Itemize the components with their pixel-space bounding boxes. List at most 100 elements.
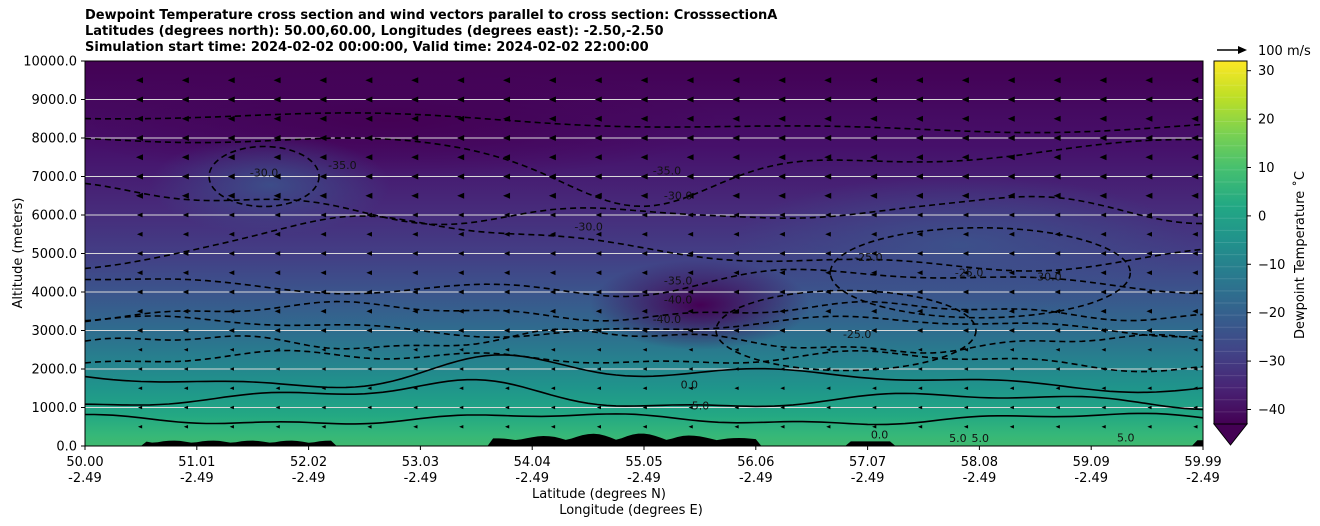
- chart-title-line-1: Dewpoint Temperature cross section and w…: [85, 8, 778, 23]
- contour-line: [208, 145, 320, 208]
- wind-arrow: [915, 192, 923, 199]
- wind-arrow: [275, 405, 280, 410]
- contour-label: -30.0: [664, 190, 692, 203]
- wind-arrow: [870, 115, 878, 122]
- wind-arrow: [412, 251, 418, 256]
- quiver-key: 100 m/s: [1217, 44, 1311, 59]
- wind-arrow: [779, 231, 785, 237]
- wind-arrow: [734, 424, 739, 429]
- wind-arrow: [365, 173, 373, 180]
- wind-arrow: [320, 270, 327, 276]
- wind-arrow: [274, 308, 281, 314]
- wind-arrow: [596, 386, 601, 391]
- chart-title-line-2: Latitudes (degrees north): 50.00,60.00, …: [85, 24, 664, 39]
- wind-arrow: [1007, 192, 1015, 199]
- x-tick-label-lat: 54.04: [514, 455, 551, 470]
- wind-arrow: [503, 96, 511, 103]
- y-tick-label: 7000.0: [32, 170, 78, 185]
- wind-arrow: [136, 270, 143, 276]
- wind-arrow: [870, 192, 878, 199]
- wind-arrow: [136, 251, 143, 256]
- wind-arrow: [274, 328, 281, 333]
- wind-arrow: [779, 270, 785, 276]
- wind-arrow: [228, 231, 235, 237]
- wind-arrow: [642, 367, 647, 371]
- wind-arrow: [1055, 367, 1060, 371]
- wind-arrow: [229, 424, 234, 429]
- wind-arrow: [137, 405, 143, 410]
- wind-arrow: [503, 173, 511, 180]
- wind-arrow: [321, 386, 326, 391]
- wind-arrow: [1192, 231, 1198, 237]
- wind-arrow: [780, 347, 785, 352]
- wind-arrow: [412, 289, 418, 295]
- colorbar-tick-label: −40: [1258, 403, 1285, 418]
- colorbar-tick-label: 30: [1258, 64, 1275, 79]
- contour-label: 5.0: [1117, 431, 1135, 444]
- x-tick-label-lat: 52.02: [290, 455, 327, 470]
- wind-arrow: [778, 77, 786, 84]
- wind-arrow: [688, 405, 693, 410]
- wind-arrow: [596, 405, 601, 410]
- terrain-orography: [85, 433, 1203, 446]
- wind-arrow: [1099, 96, 1107, 103]
- wind-arrow: [504, 328, 510, 333]
- wind-arrow: [183, 386, 189, 391]
- wind-arrow: [963, 367, 969, 371]
- wind-arrow: [367, 405, 372, 410]
- wind-arrow: [319, 135, 327, 141]
- wind-arrow: [457, 96, 465, 103]
- moist-pocket-left: [150, 135, 390, 235]
- colorbar-tick-label: 10: [1258, 161, 1275, 176]
- wind-arrow: [1009, 347, 1014, 352]
- y-tick-label: 0.0: [56, 440, 77, 455]
- wind-arrow: [320, 231, 327, 237]
- colorbar-extend-min: [1212, 423, 1249, 446]
- wind-arrow: [137, 386, 143, 391]
- wind-arrow: [687, 251, 694, 256]
- wind-arrow: [319, 115, 327, 122]
- wind-arrow: [826, 347, 831, 352]
- wind-arrow: [962, 289, 969, 295]
- wind-arrow: [640, 173, 648, 180]
- wind-arrow: [870, 173, 878, 180]
- wind-arrow: [687, 328, 694, 333]
- wind-arrow: [826, 386, 831, 391]
- colorbar-bands: [1214, 72, 1247, 413]
- wind-arrow: [872, 367, 877, 371]
- contour-line: [85, 349, 1203, 373]
- wind-arrow: [1100, 212, 1107, 218]
- wind-arrow: [640, 135, 648, 141]
- wind-arrow: [826, 424, 831, 429]
- wind-arrow: [916, 212, 923, 218]
- wind-arrow: [274, 212, 281, 218]
- wind-arrow: [594, 115, 602, 122]
- wind-arrow: [504, 212, 510, 218]
- wind-arrow: [1008, 328, 1015, 333]
- x-tick-label-lon: -2.49: [1074, 471, 1108, 486]
- wind-arrow: [1099, 173, 1107, 180]
- wind-arrow: [411, 115, 419, 122]
- wind-arrow: [181, 135, 189, 141]
- wind-arrow: [137, 367, 143, 371]
- wind-arrow: [733, 289, 740, 295]
- wind-arrow: [182, 251, 189, 256]
- wind-arrow: [779, 212, 785, 218]
- wind-arrow: [916, 328, 923, 333]
- wind-arrow: [824, 173, 832, 180]
- wind-arrow: [503, 154, 511, 161]
- y-tick-label: 1000.0: [32, 401, 78, 416]
- wind-arrow: [1099, 115, 1107, 122]
- contour-label: -40.0: [653, 313, 681, 326]
- wind-arrow: [686, 192, 694, 199]
- wind-arrow: [594, 192, 602, 199]
- wind-arrow: [963, 347, 969, 352]
- wind-arrow: [365, 154, 373, 161]
- wind-arrow: [733, 212, 740, 218]
- wind-arrow: [227, 77, 235, 84]
- chart-title-line-3: Simulation start time: 2024-02-02 00:00:…: [85, 40, 649, 55]
- wind-arrow: [1008, 231, 1015, 237]
- wind-arrow: [136, 289, 143, 295]
- wind-arrow: [824, 96, 832, 103]
- wind-arrow: [1101, 347, 1106, 352]
